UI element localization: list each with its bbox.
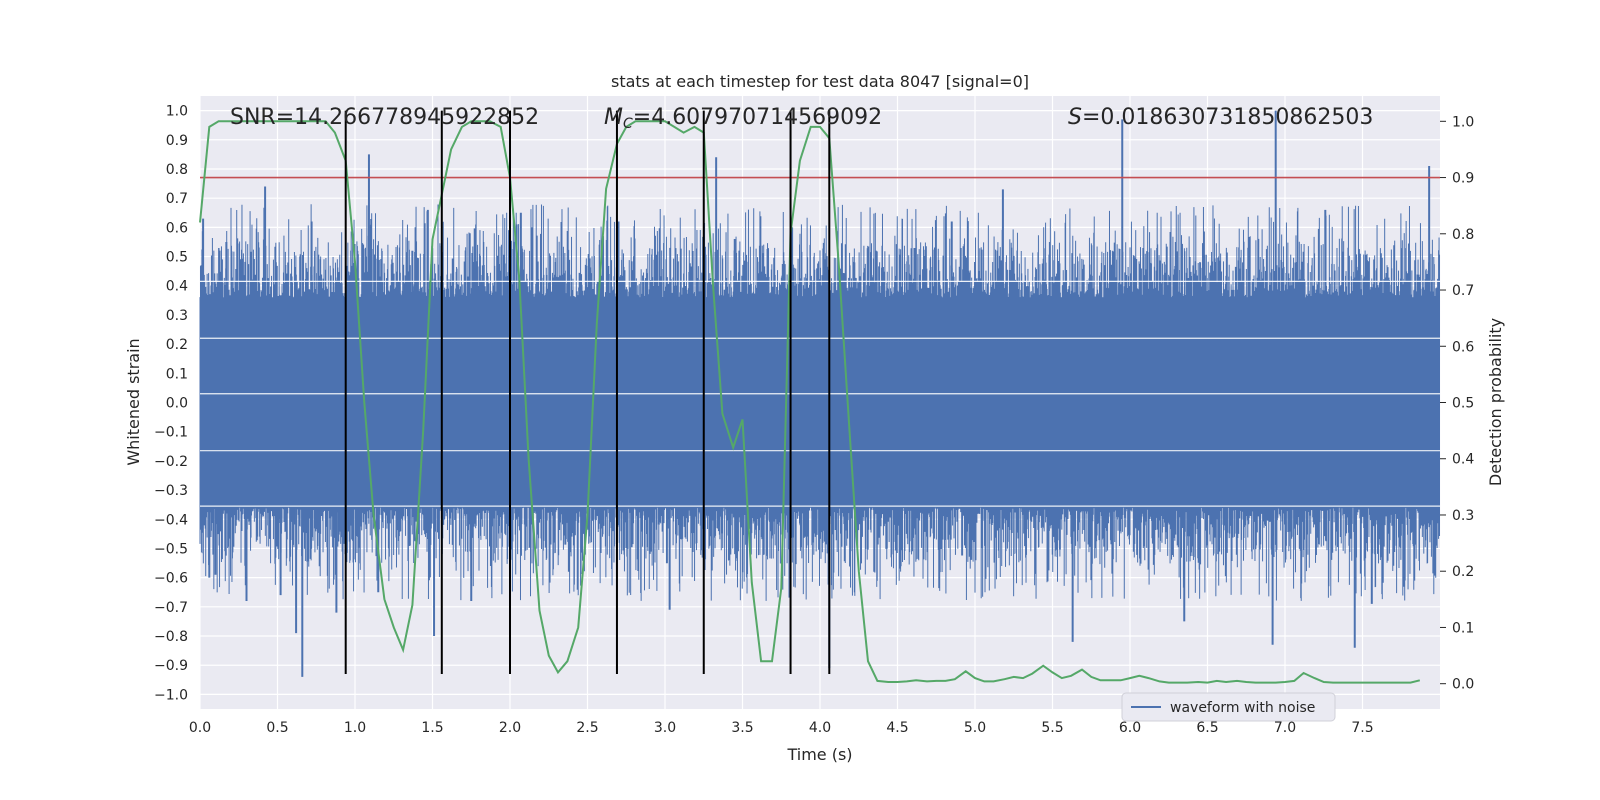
y-tick-label-left: −0.6 — [154, 571, 188, 587]
x-axis-label: Time (s) — [786, 745, 852, 764]
snr-annotation: SNR=14.266778945922852 — [230, 105, 539, 130]
y-tick-label-left: 0.5 — [166, 250, 188, 266]
x-tick-label: 6.5 — [1196, 720, 1218, 736]
y-tick-label-right: 0.4 — [1452, 452, 1474, 468]
y-tick-label-left: −0.2 — [154, 454, 188, 470]
x-tick-label: 5.5 — [1041, 720, 1063, 736]
legend: waveform with noise — [1121, 692, 1336, 722]
y-tick-label-left: −0.1 — [154, 425, 188, 441]
axes: 0.0 0.5 1.0 1.5 2.0 2.5 3.0 3.5 4.0 4.5 5.0 5.5 6.0 6… — [154, 104, 1474, 736]
y-tick-label-left: −0.7 — [154, 600, 188, 616]
x-tick-label: 6.0 — [1119, 720, 1141, 736]
x-tick-label: 2.5 — [576, 720, 598, 736]
y-tick-label-left: −1.0 — [154, 687, 188, 703]
x-tick-label: 5.0 — [964, 720, 986, 736]
x-tick-label: 1.5 — [421, 720, 443, 736]
chart-title: stats at each timestep for test data 804… — [611, 72, 1029, 91]
probability-series — [199, 120, 1421, 684]
y-tick-label-right: 0.6 — [1452, 339, 1474, 355]
y-tick-label-left: 0.6 — [166, 220, 188, 236]
y-tick-label-left: 0.7 — [166, 191, 188, 207]
y-axis-label-left: Whitened strain — [124, 338, 143, 465]
mc-symbol: M — [604, 105, 623, 130]
waveform-series — [199, 110, 1441, 677]
mc-subscript: C — [623, 116, 633, 132]
y-tick-label-right: 0.0 — [1452, 677, 1474, 693]
x-tick-label: 4.5 — [886, 720, 908, 736]
probability-line — [199, 120, 1421, 684]
s-annotation: S=0.018630731850862503 — [1068, 105, 1373, 130]
y-tick-label-left: 0.4 — [166, 279, 188, 295]
y-tick-label-left: −0.8 — [154, 629, 188, 645]
y-tick-label-right: 0.1 — [1452, 620, 1474, 636]
y-tick-label-left: −0.5 — [154, 541, 188, 557]
y-tick-label-left: −0.9 — [154, 658, 188, 674]
y-tick-label-left: 0.0 — [166, 396, 188, 412]
x-tick-label: 0.0 — [189, 720, 211, 736]
y-tick-label-left: −0.4 — [154, 512, 188, 528]
x-tick-label: 1.0 — [344, 720, 366, 736]
legend-label: waveform with noise — [1170, 700, 1315, 716]
x-tick-label: 0.5 — [266, 720, 288, 736]
y-axis-label-right: Detection probability — [1486, 318, 1505, 486]
x-tick-label: 2.0 — [499, 720, 521, 736]
y-tick-label-left: 0.1 — [166, 366, 188, 382]
y-tick-label-right: 0.9 — [1452, 171, 1474, 187]
x-tick-label: 4.0 — [809, 720, 831, 736]
legend-box — [1121, 692, 1336, 722]
chirp-mass-annotation: MC=4.607970714569092 — [604, 105, 882, 132]
y-tick-label-left: 0.9 — [166, 133, 188, 149]
x-tick-label: 7.0 — [1274, 720, 1296, 736]
y-tick-label-left: −0.3 — [154, 483, 188, 499]
x-tick-label: 3.0 — [654, 720, 676, 736]
mc-value: =4.607970714569092 — [633, 105, 882, 130]
y-tick-label-right: 0.7 — [1452, 283, 1474, 299]
waveform-noise — [199, 204, 1441, 601]
y-tick-label-right: 1.0 — [1452, 114, 1474, 130]
y-tick-label-left: 0.3 — [166, 308, 188, 324]
y-tick-label-right: 0.3 — [1452, 508, 1474, 524]
y-tick-label-right: 0.2 — [1452, 564, 1474, 580]
y-tick-label-left: 0.2 — [166, 337, 188, 353]
vertical-markers — [344, 110, 831, 674]
y-tick-label-right: 0.5 — [1452, 396, 1474, 412]
y-tick-label-right: 0.8 — [1452, 227, 1474, 243]
s-value: =0.018630731850862503 — [1082, 105, 1373, 130]
s-symbol: S — [1068, 105, 1082, 130]
x-tick-label: 3.5 — [731, 720, 753, 736]
y-tick-label-left: 0.8 — [166, 162, 188, 178]
y-tick-label-left: 1.0 — [166, 104, 188, 120]
x-tick-label: 7.5 — [1351, 720, 1373, 736]
